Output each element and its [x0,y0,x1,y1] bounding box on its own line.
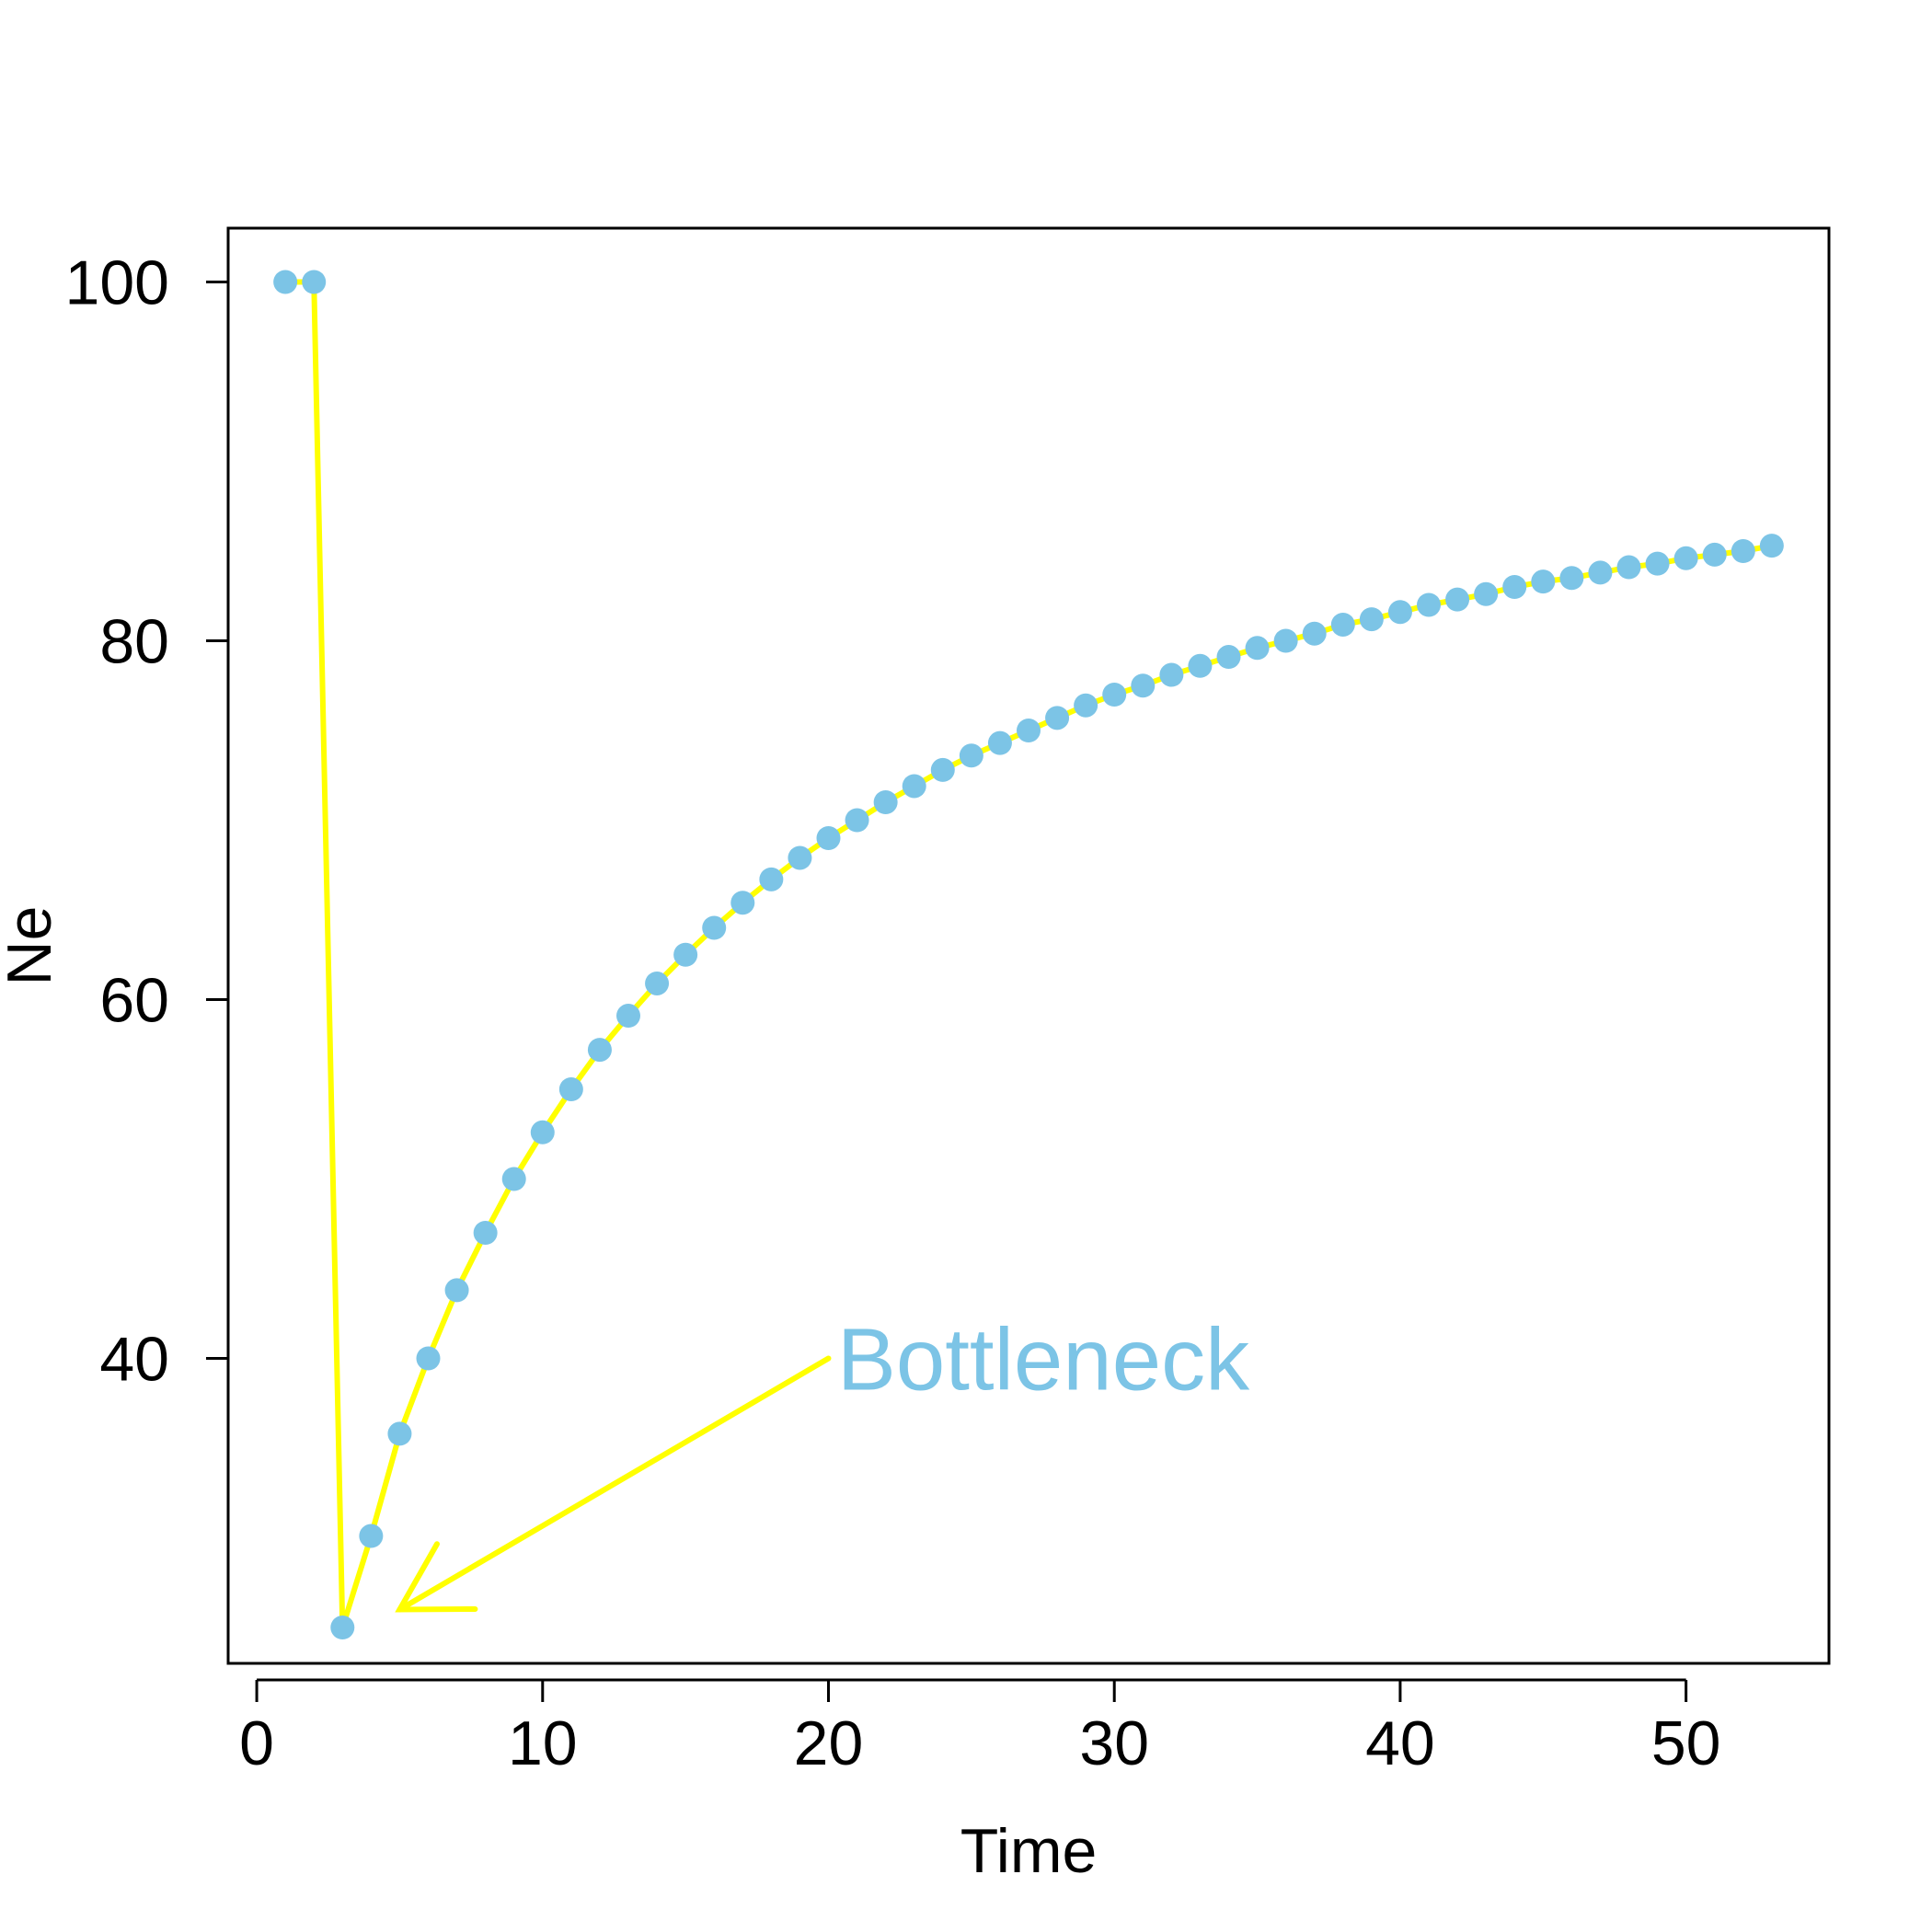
x-tick-label: 0 [239,1708,274,1778]
y-axis-title: Ne [0,906,64,986]
x-tick-label: 10 [508,1708,578,1778]
data-point [1645,551,1670,576]
y-tick-label: 60 [99,966,169,1036]
data-point [1017,719,1041,742]
data-point [1731,539,1755,563]
data-point [558,1077,583,1101]
plot-frame [226,226,1831,1665]
data-point [387,1421,412,1446]
data-point [416,1346,441,1371]
data-point [473,1221,498,1245]
x-tick-label: 30 [1079,1708,1149,1778]
data-point [444,1278,469,1303]
data-point [330,1616,355,1639]
data-point [1387,600,1412,625]
data-point [1588,560,1613,585]
data-point [645,971,670,995]
data-point [788,845,812,870]
data-point [1759,534,1784,558]
y-tick-label: 40 [99,1325,169,1395]
data-point [1159,662,1184,687]
data-point [501,1167,526,1191]
annotation-layer: Bottleneck [395,1311,1250,1613]
data-point [959,743,983,768]
x-axis-title: Time [960,1816,1098,1886]
data-point [816,826,841,850]
data-point [873,790,898,814]
data-point [1102,683,1127,707]
data-point [1330,612,1355,637]
y-axis: 40 60 80 100 [65,248,230,1395]
data-point [1616,555,1641,580]
data-point [273,270,298,294]
data-point [1045,706,1070,730]
series-layer [273,270,1784,1639]
data-point [930,757,955,782]
data-point [673,942,698,967]
data-point [902,774,926,799]
annotation-arrow-head [395,1541,478,1613]
x-tick-label: 40 [1365,1708,1435,1778]
data-point [1502,575,1527,599]
data-point [1559,566,1584,591]
data-point [1531,569,1556,594]
data-point [616,1004,640,1029]
data-point [987,730,1012,755]
y-tick-label: 80 [99,607,169,677]
data-point [1474,581,1499,606]
series-line [285,279,1773,1630]
data-point [1074,693,1098,718]
data-point [702,915,727,940]
data-point [587,1038,612,1063]
x-axis: 0 10 20 30 40 50 [239,1678,1721,1778]
x-tick-label: 20 [794,1708,864,1778]
data-point [730,891,755,915]
data-point [1302,621,1327,646]
data-point [1359,607,1384,632]
data-point [845,808,869,833]
annotation-arrow-shaft [397,1355,832,1613]
data-point [302,270,327,294]
data-point [1673,546,1698,570]
data-point [530,1120,555,1144]
x-tick-label: 50 [1651,1708,1721,1778]
data-point [1188,653,1213,678]
data-point [1417,592,1441,617]
data-point [1445,587,1470,612]
data-point [759,867,784,891]
data-point [1131,673,1156,698]
data-point [1702,542,1727,567]
data-point [1273,628,1298,653]
y-tick-label: 100 [65,248,169,318]
data-point [359,1524,384,1548]
data-point [1245,636,1270,661]
data-point [1216,645,1241,670]
bottleneck-label: Bottleneck [837,1311,1250,1409]
